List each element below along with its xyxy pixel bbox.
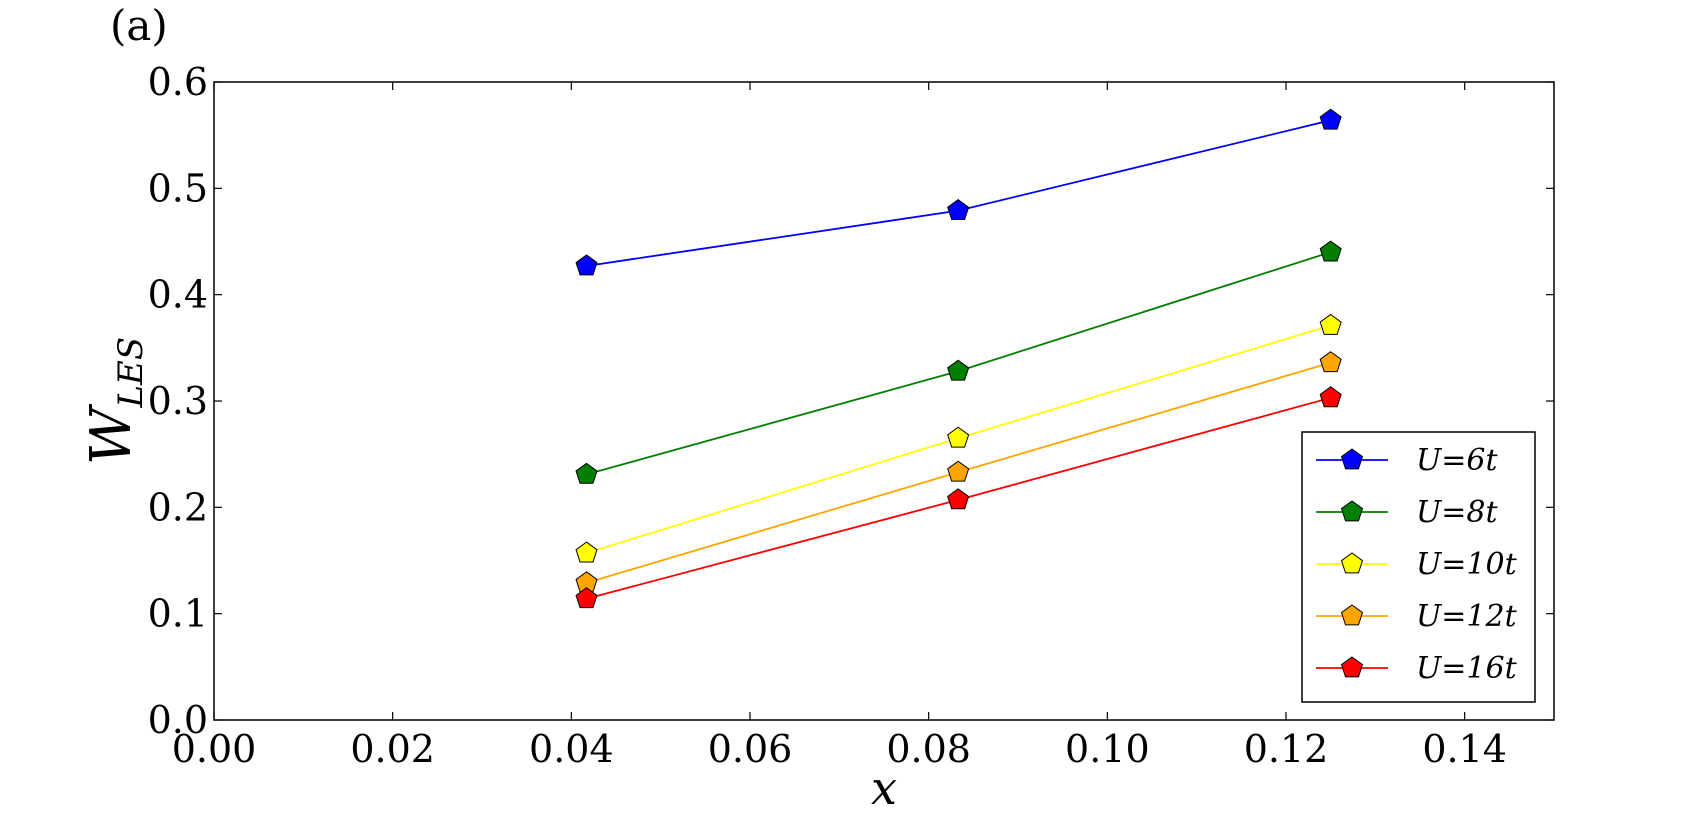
panel-label: (a) <box>110 1 168 50</box>
legend-marker <box>1340 604 1364 626</box>
x-tick-label: 0.04 <box>529 727 614 771</box>
y-tick-label: 0.0 <box>148 698 208 742</box>
series-U=12t <box>575 351 1342 593</box>
svg-text:WLES: WLES <box>79 337 151 465</box>
y-tick-label: 0.5 <box>148 166 208 210</box>
legend-label: U=16t <box>1416 651 1518 686</box>
y-axis-label-main: W <box>79 403 144 465</box>
y-tick-label: 0.3 <box>148 379 208 423</box>
data-point <box>947 488 970 510</box>
legend-label: U=10t <box>1416 547 1518 582</box>
legend-marker <box>1340 656 1364 678</box>
legend-box <box>1301 431 1536 703</box>
data-point <box>1319 108 1342 130</box>
y-tick-label: 0.6 <box>148 60 208 104</box>
data-point <box>947 199 970 221</box>
series-U=6t <box>575 108 1342 276</box>
x-tick-label: 0.02 <box>350 727 435 771</box>
x-tick-label: 0.08 <box>886 727 971 771</box>
data-point <box>575 462 598 484</box>
legend-label: U=8t <box>1416 495 1499 530</box>
y-axis-label-sub: LES <box>111 337 151 409</box>
data-point <box>947 460 970 482</box>
data-point <box>947 359 970 381</box>
y-tick-label: 0.1 <box>148 592 208 636</box>
x-tick-label: 0.12 <box>1244 727 1329 771</box>
data-point <box>1319 351 1342 373</box>
legend: U=6t U=8t U=10t U=12t U=16t <box>1301 431 1536 703</box>
data-point <box>1319 240 1342 262</box>
legend-entry: U=16t <box>1316 651 1518 686</box>
data-point <box>947 426 970 448</box>
x-tick-label: 0.06 <box>708 727 793 771</box>
x-tick-label: 0.00 <box>172 727 257 771</box>
legend-label: U=12t <box>1416 599 1518 634</box>
legend-entry: U=10t <box>1316 547 1518 582</box>
series-layer <box>575 108 1342 609</box>
legend-marker <box>1340 552 1364 574</box>
legend-entry: U=12t <box>1316 599 1518 634</box>
y-tick-label: 0.2 <box>148 485 208 529</box>
legend-marker <box>1340 448 1364 470</box>
series-U=16t <box>575 386 1342 609</box>
data-point <box>575 254 598 276</box>
y-tick-label: 0.4 <box>148 273 208 317</box>
axis-ticks: 0.00 0.02 0.04 0.06 0.08 0.10 0.12 0.14 0.0 0.1 0.… <box>148 60 1554 771</box>
legend-label: U=6t <box>1416 443 1499 478</box>
y-axis-label: WLES <box>79 337 151 465</box>
data-point <box>1319 386 1342 408</box>
series-U=10t <box>575 313 1342 563</box>
x-axis-label: x <box>871 761 897 813</box>
legend-entry: U=8t <box>1316 495 1499 530</box>
x-tick-label: 0.10 <box>1065 727 1150 771</box>
legend-entry: U=6t <box>1316 443 1499 478</box>
data-point <box>575 587 598 609</box>
series-U=8t <box>575 240 1342 484</box>
data-point <box>575 541 598 563</box>
legend-marker <box>1340 500 1364 522</box>
x-tick-label: 0.14 <box>1422 727 1507 771</box>
series-line <box>586 119 1331 267</box>
data-point <box>1319 313 1342 335</box>
